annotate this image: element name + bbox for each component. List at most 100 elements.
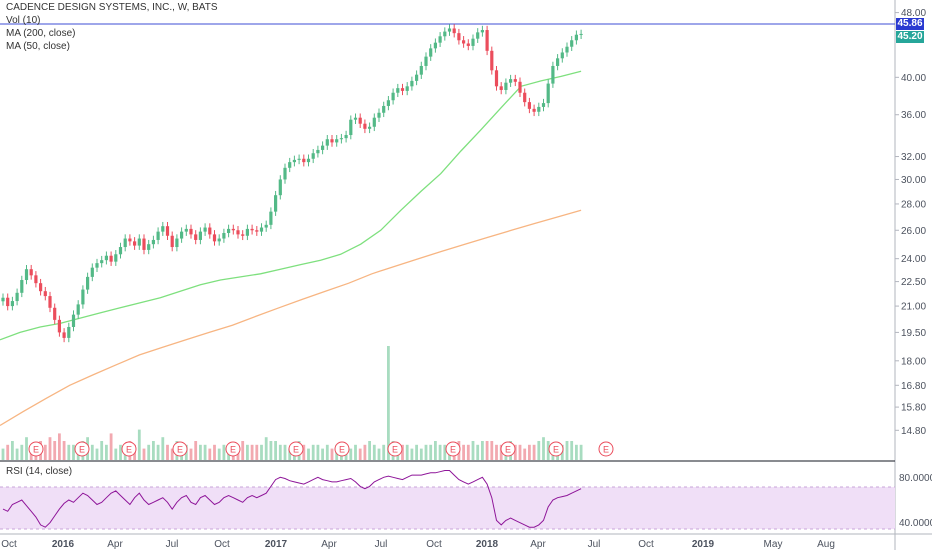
candle-body	[349, 119, 353, 136]
earnings-marker[interactable]	[225, 441, 241, 457]
candle-body	[95, 263, 99, 268]
candle-body	[377, 112, 381, 118]
time-tick-label: Oct	[1, 539, 17, 550]
legend-rsi[interactable]: RSI (14, close)	[6, 466, 73, 477]
candle-body	[372, 117, 376, 127]
price-tick-label: 28.00	[901, 199, 926, 210]
earnings-label: E	[339, 445, 345, 455]
volume-bar	[269, 441, 273, 460]
volume-bar	[114, 448, 118, 460]
candle-body	[400, 88, 405, 91]
candle-body	[241, 234, 245, 236]
earnings-marker[interactable]	[500, 441, 516, 457]
candle-body	[429, 48, 433, 57]
volume-bar	[434, 441, 437, 460]
legend-ma50[interactable]: MA (50, close)	[6, 41, 70, 52]
candle-body	[217, 238, 221, 242]
candle-body	[532, 108, 536, 112]
candle-body	[86, 276, 90, 290]
candle-body	[527, 102, 531, 109]
volume-bar	[246, 444, 249, 460]
candle-body	[161, 226, 165, 232]
chart-title: CADENCE DESIGN SYSTEMS, INC., W, BATS	[6, 2, 218, 13]
volume-bar	[570, 441, 574, 460]
candle-body	[509, 79, 513, 83]
candle-body	[494, 70, 499, 87]
candle-body	[523, 92, 527, 103]
price-tick-label: 22.50	[901, 277, 926, 288]
volume-bar	[72, 444, 75, 460]
price-axis-ticks: 48.00 40.00 36.00 32.00 30.00 28.00 26.00 24.00…	[895, 8, 926, 437]
volume-bar	[523, 448, 527, 460]
volume-bar	[288, 448, 292, 460]
time-tick-label: Aug	[817, 539, 835, 550]
candle-body	[184, 228, 188, 232]
volume-bar	[546, 441, 550, 460]
earnings-label: E	[177, 445, 183, 455]
earnings-marker[interactable]	[172, 441, 188, 457]
volume-bar	[217, 448, 221, 460]
earnings-marker[interactable]	[28, 441, 44, 457]
candle-body	[363, 123, 367, 129]
volume-bar	[537, 441, 541, 460]
earnings-marker[interactable]	[387, 441, 403, 457]
volume-bar	[189, 448, 193, 460]
candle-body	[142, 238, 146, 250]
volume-bar	[419, 448, 423, 460]
legend-volume[interactable]: Vol (10)	[6, 15, 41, 26]
candle-body	[198, 231, 202, 240]
volume-bar	[95, 448, 99, 460]
volume-bar	[410, 448, 414, 460]
earnings-label: E	[505, 445, 511, 455]
volume-bar	[241, 441, 245, 460]
volume-bar	[518, 444, 522, 460]
time-tick-label: Oct	[214, 539, 230, 550]
earnings-marker[interactable]	[598, 441, 614, 457]
earnings-marker[interactable]	[74, 441, 90, 457]
earnings-marker[interactable]	[288, 441, 304, 457]
candle-body	[452, 28, 456, 34]
volume-bar	[43, 444, 47, 460]
candle-body	[156, 231, 160, 240]
volume-bar	[283, 444, 287, 460]
candle-body	[283, 167, 287, 180]
earnings-label: E	[79, 445, 85, 455]
time-axis-ticks: Oct 2016 Apr Jul Oct 2017 Apr Jul Oct 2018 Apr Jul O…	[1, 539, 835, 550]
candle-body	[541, 103, 546, 107]
last-close-tag: 45.20	[896, 31, 924, 43]
candle-body	[137, 238, 141, 246]
candle-body	[499, 86, 503, 90]
candle-body	[480, 30, 484, 33]
earnings-marker[interactable]	[121, 441, 137, 457]
candle-body	[382, 105, 386, 113]
candle-body	[391, 92, 395, 101]
price-tick-label: 21.00	[901, 302, 926, 313]
legend-ma200[interactable]: MA (200, close)	[6, 28, 76, 39]
price-tick-label: 24.00	[901, 254, 926, 265]
volume-bar	[481, 441, 484, 460]
candle-body	[147, 244, 151, 250]
time-tick-label: Oct	[638, 539, 654, 550]
candle-body	[255, 230, 259, 232]
earnings-marker[interactable]	[445, 441, 461, 457]
candle-body	[227, 228, 231, 234]
candle-body	[344, 135, 348, 139]
candle-body	[556, 58, 560, 66]
candle-body	[67, 326, 71, 338]
candle-body	[104, 255, 108, 261]
earnings-marker[interactable]	[334, 441, 350, 457]
candlesticks	[1, 24, 583, 343]
ma200-line	[0, 209, 582, 427]
volume-bar	[575, 444, 578, 460]
candle-body	[109, 255, 113, 262]
time-tick-label: Jul	[588, 539, 601, 550]
candle-body	[443, 31, 447, 37]
volume-bar	[264, 437, 268, 460]
volume-bar	[368, 441, 371, 460]
earnings-label: E	[603, 445, 609, 455]
candle-body	[335, 139, 339, 143]
candle-body	[396, 88, 400, 93]
earnings-marker[interactable]	[548, 441, 564, 457]
